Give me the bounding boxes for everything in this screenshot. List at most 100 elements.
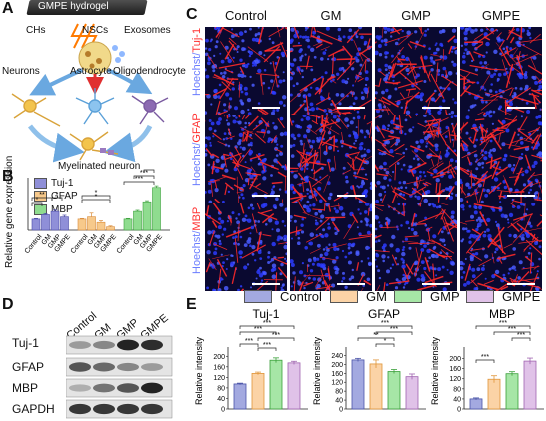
nucleus-dot [358, 232, 362, 236]
process-fiber [433, 127, 438, 140]
nucleus-dot [254, 59, 260, 64]
nucleus-dot [267, 261, 271, 264]
nucleus-dot [255, 277, 258, 280]
nucleus-dot [205, 38, 209, 43]
nucleus-dot [301, 197, 304, 200]
nucleus-dot [290, 215, 293, 219]
nucleus-dot [473, 205, 477, 209]
process-fiber [460, 68, 479, 76]
nucleus-dot [304, 27, 309, 30]
nucleus-dot [521, 233, 525, 237]
process-fiber [410, 170, 415, 177]
nucleus-dot [358, 27, 363, 30]
nucleus-dot [224, 143, 228, 147]
process-fiber [293, 276, 296, 291]
process-fiber [228, 37, 237, 45]
nucleus-dot [274, 61, 278, 65]
process-fiber [480, 95, 499, 111]
nucleus-dot [237, 288, 240, 291]
nucleus-dot [341, 249, 345, 253]
process-fiber [402, 267, 410, 282]
nucleus-dot [351, 268, 354, 272]
nucleus-dot [435, 178, 440, 183]
nucleus-dot [526, 31, 531, 37]
nucleus-dot [493, 72, 497, 76]
nucleus-dot [383, 161, 387, 166]
nucleus-dot [290, 76, 293, 81]
nucleus-dot [307, 258, 312, 263]
nucleus-dot [487, 234, 492, 239]
process-fiber [415, 247, 420, 262]
process-fiber [249, 183, 268, 194]
nucleus-dot [309, 232, 315, 237]
nucleus-dot [387, 127, 389, 130]
process-fiber [313, 187, 327, 203]
nucleus-dot [414, 195, 417, 198]
nucleus-dot [299, 58, 302, 62]
nucleus-dot [326, 248, 330, 252]
nucleus-dot [344, 175, 349, 179]
legend-e-gmpe: GMPE [466, 289, 540, 304]
nucleus-dot [248, 54, 252, 58]
nucleus-dot [227, 144, 231, 148]
process-fiber [415, 176, 419, 189]
nucleus-dot [473, 144, 477, 148]
nucleus-dot [251, 83, 255, 87]
nucleus-dot [237, 213, 241, 216]
western-blot [66, 335, 173, 419]
nucleus-dot [244, 214, 248, 218]
nucleus-dot [246, 98, 252, 103]
nucleus-dot [251, 37, 256, 42]
nucleus-dot [384, 190, 387, 194]
nucleus-dot [500, 213, 505, 218]
process-fiber [505, 47, 510, 55]
process-fiber [461, 184, 463, 194]
nucleus-dot [279, 116, 284, 121]
nucleus-dot [375, 50, 379, 56]
nucleus-dot [402, 193, 406, 197]
nucleus-dot [314, 221, 319, 226]
nucleus-dot [464, 48, 468, 52]
process-fiber [318, 130, 326, 150]
nucleus-dot [257, 162, 261, 166]
nucleus-dot [503, 214, 508, 219]
nucleus-dot [304, 246, 308, 250]
nucleus-dot [435, 42, 438, 45]
legend-b-tuj1: Tuj-1 [34, 178, 73, 189]
nucleus-dot [452, 62, 457, 67]
process-fiber [394, 143, 405, 152]
bar-b-mbp-control [123, 218, 133, 231]
process-fiber [445, 109, 448, 115]
bar-b-tuj1-control [31, 218, 41, 231]
process-fiber [460, 143, 462, 148]
nucleus-dot [345, 180, 349, 184]
nucleus-dot [451, 60, 454, 64]
scale-bar [507, 107, 535, 109]
nucleus-dot [441, 265, 445, 269]
process-fiber [212, 132, 222, 141]
nucleus-dot [501, 142, 506, 147]
process-fiber [437, 254, 448, 258]
process-fiber [320, 269, 327, 287]
nucleus-dot [528, 27, 532, 30]
nucleus-dot [335, 209, 339, 214]
nucleus-dot [490, 74, 494, 79]
nucleus-dot [233, 167, 238, 172]
nucleus-dot [385, 217, 389, 221]
nucleus-dot [326, 158, 331, 163]
nucleus-dot [445, 257, 448, 260]
process-fiber [224, 182, 235, 191]
nucleus-dot [498, 105, 503, 109]
nucleus-dot [472, 123, 477, 129]
process-fiber [533, 95, 537, 110]
nucleus-dot [290, 144, 293, 149]
sig-e-gfap-d-text: * [384, 338, 387, 345]
nucleus-dot [232, 261, 236, 264]
nucleus-dot [378, 165, 384, 170]
micrograph-mbp-gmpe [460, 203, 542, 291]
sig-e-gfap-c-bracket [357, 337, 395, 341]
nucleus-dot [352, 84, 355, 87]
process-fiber [346, 29, 360, 44]
process-fiber [284, 163, 287, 171]
process-fiber [250, 166, 256, 173]
